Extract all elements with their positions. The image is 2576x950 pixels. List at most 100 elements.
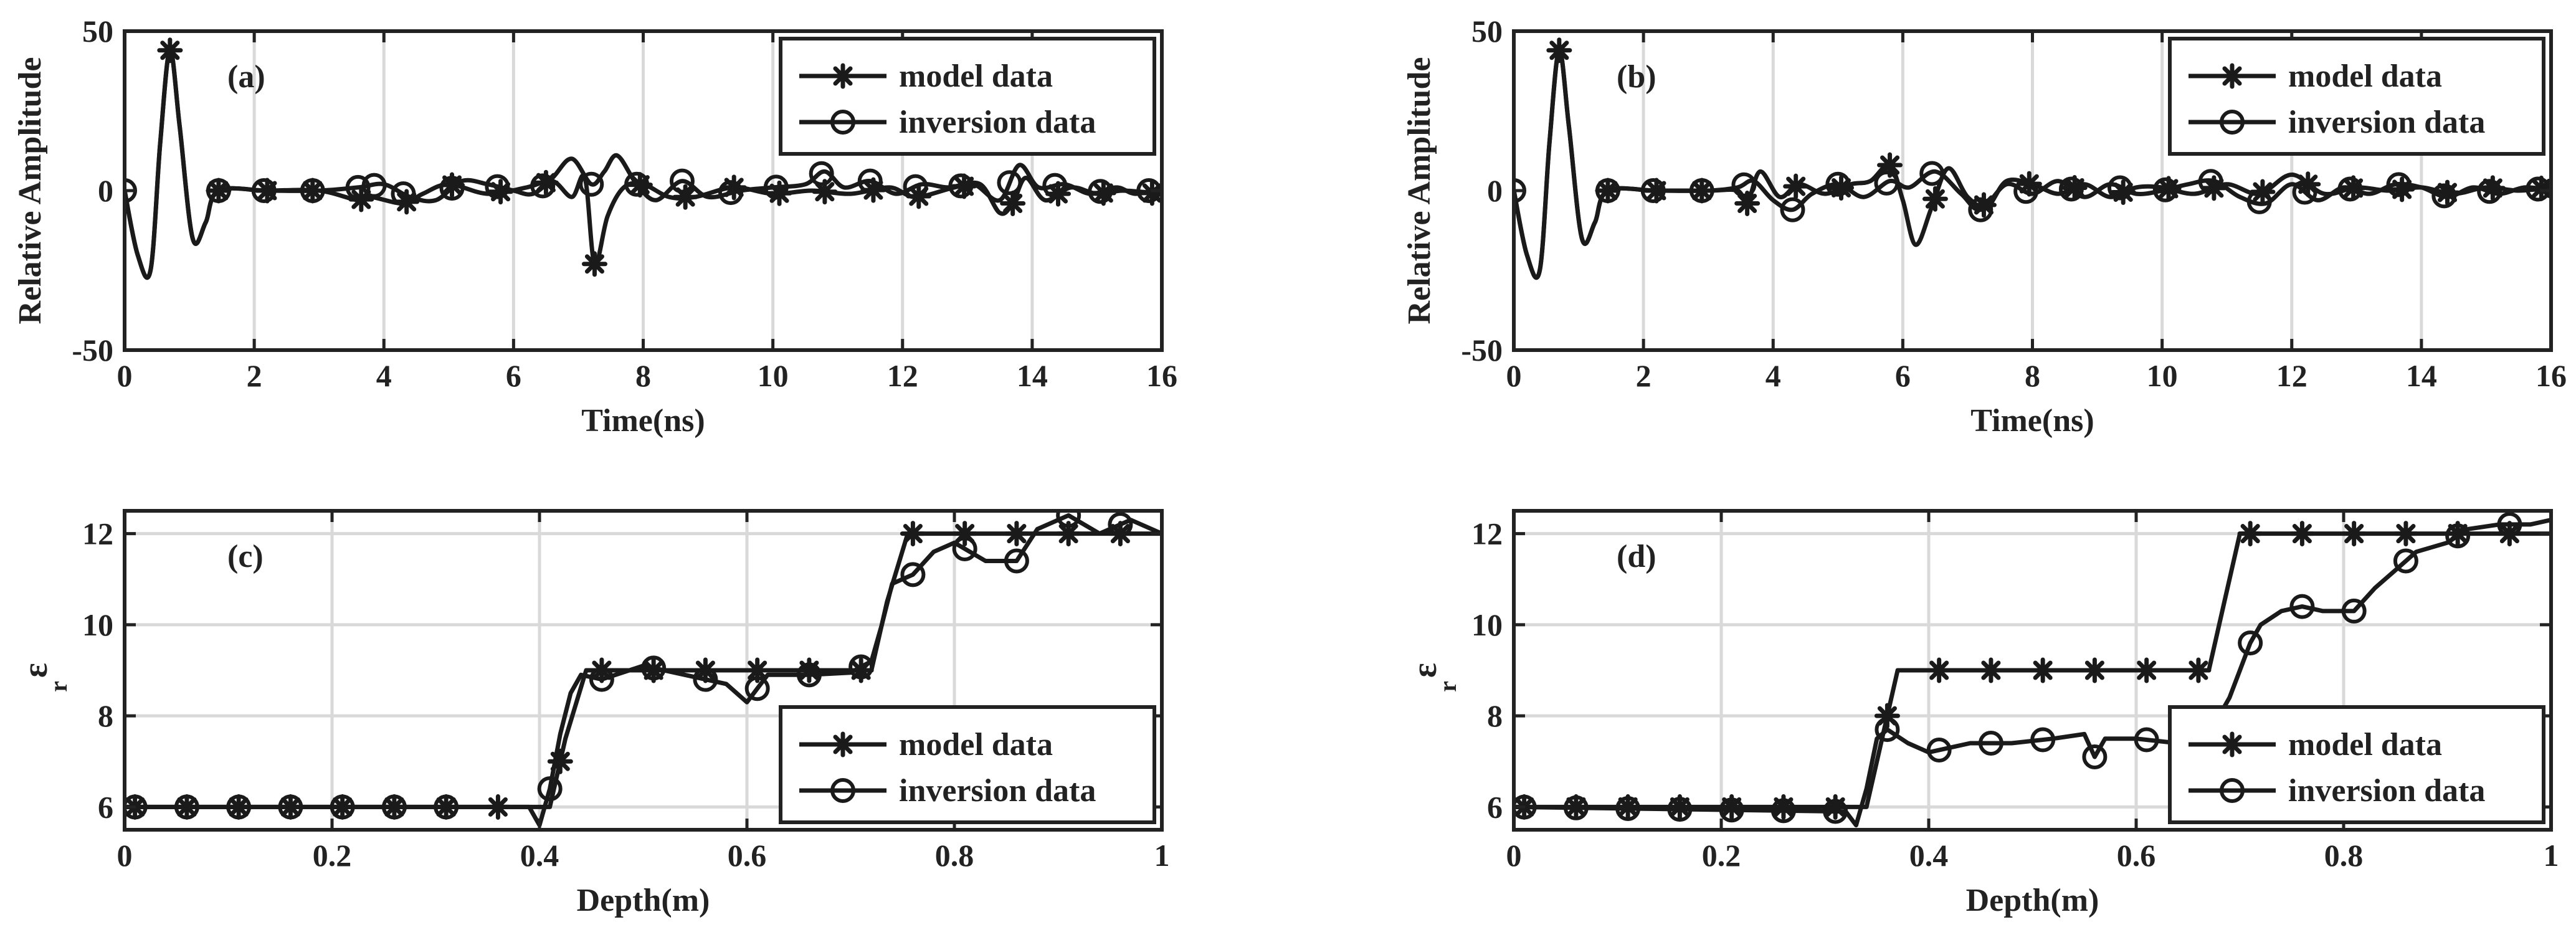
marker-circle bbox=[2198, 169, 2223, 194]
marker-circle bbox=[763, 174, 789, 200]
marker-asterisk bbox=[2185, 657, 2212, 683]
marker-circle bbox=[693, 667, 718, 692]
x-tick-label: 0 bbox=[1506, 358, 1522, 393]
marker-circle bbox=[251, 178, 277, 203]
marker-circle bbox=[1731, 172, 1757, 197]
y-axis-label-subscript: r bbox=[1433, 681, 1461, 692]
x-tick-label: 2 bbox=[247, 358, 262, 393]
x-tick-label: 8 bbox=[2025, 358, 2040, 393]
x-tick-label: 0 bbox=[117, 358, 133, 393]
marker-circle bbox=[948, 173, 974, 199]
marker-circle bbox=[589, 667, 614, 692]
marker-circle bbox=[439, 176, 465, 201]
series-line-model-data bbox=[125, 531, 1162, 809]
marker-circle bbox=[952, 536, 977, 561]
marker-circle bbox=[391, 181, 416, 207]
y-tick-label: -50 bbox=[72, 333, 113, 368]
marker-asterisk bbox=[2289, 521, 2315, 547]
legend-marker-circle bbox=[830, 778, 855, 803]
x-tick-label: 0.6 bbox=[2117, 838, 2156, 873]
legend: model data inversion data bbox=[2168, 37, 2545, 156]
x-tick-label: 0.2 bbox=[1702, 838, 1741, 873]
y-axis-label: Relative Amplitude bbox=[12, 57, 48, 325]
marker-circle bbox=[2030, 727, 2056, 753]
marker-circle bbox=[1667, 797, 1693, 822]
marker-circle bbox=[669, 168, 695, 194]
plot-area bbox=[1514, 37, 2551, 280]
marker-circle bbox=[2431, 183, 2457, 209]
marker-circle bbox=[2289, 594, 2315, 619]
y-tick-label: 12 bbox=[82, 516, 113, 551]
y-tick-label: 8 bbox=[98, 698, 113, 733]
legend-label: inversion data bbox=[2288, 105, 2485, 140]
legend-box bbox=[2168, 705, 2545, 824]
legend: model data inversion data bbox=[2168, 705, 2545, 824]
marker-circle bbox=[1926, 738, 1952, 762]
marker-circle bbox=[1978, 731, 2003, 756]
x-tick-label: 10 bbox=[758, 358, 789, 393]
marker-circle bbox=[537, 776, 563, 802]
axes-box bbox=[123, 509, 1164, 832]
marker-asterisk-stroke bbox=[2033, 660, 2053, 680]
x-axis-label: Time(ns) bbox=[1970, 403, 2094, 439]
y-tick-label: 0 bbox=[1487, 173, 1503, 208]
marker-asterisk bbox=[900, 521, 926, 547]
legend-marker-circle bbox=[830, 110, 855, 135]
legend-box bbox=[779, 705, 1156, 824]
panel-label: (a) bbox=[227, 59, 265, 95]
panel-c: 0 0.2 0.4 0.6 0.8 1 6 8 10 12 Depth(m) εr (c) model d… bbox=[16, 509, 1170, 918]
marker-circle bbox=[1108, 511, 1133, 537]
marker-asterisk bbox=[2237, 521, 2263, 547]
marker-asterisk-stroke bbox=[675, 187, 695, 207]
marker-asterisk bbox=[1000, 190, 1026, 216]
series-line-inversion-data bbox=[125, 48, 1162, 280]
marker-circle bbox=[997, 170, 1022, 196]
marker-asterisk-stroke bbox=[1003, 193, 1023, 214]
x-tick-label: 4 bbox=[1766, 358, 1781, 393]
legend-box bbox=[779, 37, 1156, 156]
marker-asterisk-stroke bbox=[2240, 524, 2260, 544]
marker-circle bbox=[2082, 744, 2108, 769]
x-tick-label: 0.8 bbox=[2324, 838, 2364, 873]
legend-label: inversion data bbox=[2288, 773, 2485, 809]
panel-d: 0 0.2 0.4 0.6 0.8 1 6 8 10 12 Depth(m) εr (d) model d… bbox=[1405, 509, 2559, 918]
y-tick-label: 12 bbox=[1471, 516, 1503, 551]
marker-circle bbox=[345, 174, 371, 200]
marker-circle bbox=[2238, 630, 2263, 656]
marker-asterisk bbox=[2081, 657, 2108, 683]
legend-label: model data bbox=[899, 727, 1053, 762]
marker-circle bbox=[1919, 161, 1945, 186]
x-tick-label: 8 bbox=[635, 358, 651, 393]
plot-area bbox=[125, 37, 1162, 280]
legend-label: model data bbox=[2288, 727, 2442, 762]
marker-circle bbox=[330, 794, 355, 820]
axes-box bbox=[1512, 509, 2553, 832]
marker-asterisk-stroke bbox=[903, 524, 923, 544]
x-tick-label: 6 bbox=[1895, 358, 1911, 393]
legend-box bbox=[2168, 37, 2545, 156]
marker-circle bbox=[206, 178, 231, 203]
marker-asterisk bbox=[2030, 657, 2056, 683]
x-tick-label: 14 bbox=[2406, 358, 2437, 393]
y-axis-label: Relative Amplitude bbox=[1402, 57, 1437, 325]
legend-marker-asterisk bbox=[2219, 63, 2245, 89]
marker-circle bbox=[434, 794, 459, 820]
marker-circle bbox=[1042, 173, 1068, 198]
marker-asterisk-stroke bbox=[2344, 524, 2364, 544]
marker-circle bbox=[1004, 548, 1029, 574]
marker-circle bbox=[125, 794, 148, 820]
y-tick-label: 10 bbox=[1471, 607, 1503, 642]
marker-asterisk-stroke bbox=[2189, 660, 2208, 680]
marker-circle bbox=[1968, 197, 1994, 222]
marker-circle bbox=[744, 676, 770, 701]
marker-circle bbox=[1689, 178, 1714, 203]
x-axis-label: Time(ns) bbox=[581, 403, 705, 439]
marker-asterisk bbox=[1004, 521, 1030, 547]
marker-asterisk-stroke bbox=[1981, 660, 2001, 680]
marker-asterisk-stroke bbox=[1007, 524, 1027, 544]
marker-circle bbox=[300, 178, 325, 203]
x-tick-label: 0.8 bbox=[935, 838, 974, 873]
marker-circle bbox=[2246, 189, 2272, 214]
marker-asterisk-stroke bbox=[584, 254, 604, 274]
